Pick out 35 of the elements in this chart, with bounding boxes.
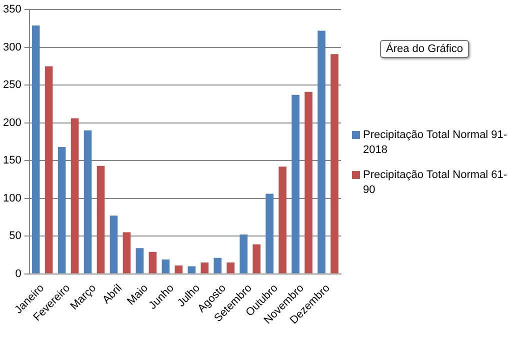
bar	[70, 118, 79, 274]
y-tick-label: 350	[2, 4, 22, 16]
bar	[110, 216, 118, 274]
y-tick-label: 300	[2, 41, 22, 54]
y-tick-label: 200	[2, 116, 22, 129]
bar	[122, 232, 131, 274]
bar	[214, 258, 222, 274]
bar	[318, 30, 326, 274]
bar	[200, 262, 209, 274]
bar	[252, 244, 260, 274]
y-tick-label: 150	[2, 154, 22, 167]
y-tick-label: 250	[2, 79, 22, 92]
bar	[84, 130, 92, 274]
tooltip-box: Área do Gráfico	[380, 40, 470, 58]
bar	[330, 54, 338, 274]
bar	[162, 259, 170, 274]
bar	[148, 252, 157, 274]
bar	[278, 166, 286, 274]
bar	[188, 266, 196, 274]
bar	[44, 66, 53, 274]
legend-label: Precipitação Total Normal 91-2018	[363, 128, 508, 158]
bar	[240, 234, 248, 274]
bar	[32, 25, 40, 274]
bar	[96, 166, 105, 274]
bar	[266, 194, 274, 274]
bar	[292, 94, 300, 274]
bar	[58, 146, 66, 274]
bar	[304, 92, 312, 274]
y-tick-label: 100	[2, 192, 22, 204]
y-tick-label: 50	[9, 230, 22, 242]
legend-label: Precipitação Total Normal 61-90	[363, 168, 508, 198]
y-tick-label: 0	[15, 268, 22, 280]
bar	[226, 262, 235, 274]
bar	[136, 248, 144, 274]
bar	[174, 265, 183, 274]
